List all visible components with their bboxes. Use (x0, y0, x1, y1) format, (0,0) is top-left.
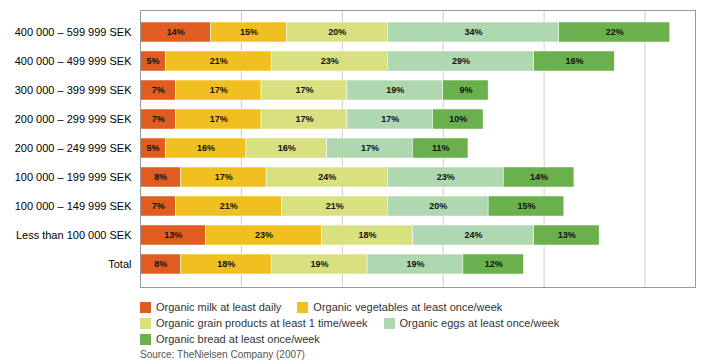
html-text:Organic vegetables at least on: Organic vegetables at least once/week (313, 301, 503, 313)
svg-text:21%: 21% (210, 56, 228, 66)
svg-text:17%: 17% (295, 114, 313, 124)
svg-text:17%: 17% (215, 172, 233, 182)
svg-text:18%: 18% (217, 259, 235, 269)
svg-text:17%: 17% (210, 85, 228, 95)
svg-text:400 000 – 599 999 SEK: 400 000 – 599 999 SEK (15, 26, 132, 38)
svg-text:34%: 34% (464, 27, 482, 37)
svg-text:17%: 17% (295, 85, 313, 95)
svg-text:100 000 – 149 999 SEK: 100 000 – 149 999 SEK (15, 200, 132, 212)
svg-text:15%: 15% (240, 27, 258, 37)
html-text:Organic grain products at leas: Organic grain products at least 1 time/w… (156, 317, 368, 329)
svg-text:17%: 17% (361, 143, 379, 153)
html-text:Organic eggs at least once/wee: Organic eggs at least once/week (399, 317, 560, 329)
svg-text:Less than 100 000 SEK: Less than 100 000 SEK (16, 229, 132, 241)
svg-text:23%: 23% (255, 230, 273, 240)
svg-text:21%: 21% (220, 201, 238, 211)
svg-text:24%: 24% (318, 172, 336, 182)
svg-text:13%: 13% (164, 230, 182, 240)
svg-text:200 000 – 299 999 SEK: 200 000 – 299 999 SEK (15, 113, 132, 125)
svg-text:14%: 14% (167, 27, 185, 37)
html-text:Source: TheNielsen Company (20: Source: TheNielsen Company (2007) (140, 349, 305, 360)
svg-text:19%: 19% (406, 259, 424, 269)
html-text:Organic bread at least once/we: Organic bread at least once/week (156, 333, 320, 345)
svg-text:17%: 17% (381, 114, 399, 124)
svg-text:Total: Total (108, 258, 131, 270)
svg-text:16%: 16% (565, 56, 583, 66)
svg-text:24%: 24% (464, 230, 482, 240)
svg-text:14%: 14% (530, 172, 548, 182)
svg-text:400 000 – 499 999 SEK: 400 000 – 499 999 SEK (15, 55, 132, 67)
svg-text:16%: 16% (278, 143, 296, 153)
svg-text:5%: 5% (147, 143, 160, 153)
svg-text:5%: 5% (147, 56, 160, 66)
svg-text:8%: 8% (154, 259, 167, 269)
html-text:Organic milk at least daily: Organic milk at least daily (156, 301, 282, 313)
svg-text:23%: 23% (437, 172, 455, 182)
svg-text:12%: 12% (485, 259, 503, 269)
svg-text:18%: 18% (359, 230, 377, 240)
svg-text:19%: 19% (386, 85, 404, 95)
svg-text:23%: 23% (321, 56, 339, 66)
svg-text:9%: 9% (459, 85, 472, 95)
svg-text:300 000 – 399 999 SEK: 300 000 – 399 999 SEK (15, 84, 132, 96)
svg-text:29%: 29% (452, 56, 470, 66)
svg-text:7%: 7% (152, 201, 165, 211)
svg-text:17%: 17% (210, 114, 228, 124)
svg-text:15%: 15% (517, 201, 535, 211)
svg-text:16%: 16% (197, 143, 215, 153)
svg-text:100 000 – 199 999 SEK: 100 000 – 199 999 SEK (15, 171, 132, 183)
svg-text:10%: 10% (449, 114, 467, 124)
svg-text:19%: 19% (311, 259, 329, 269)
svg-text:8%: 8% (154, 172, 167, 182)
svg-text:20%: 20% (328, 27, 346, 37)
svg-text:200 000 – 249 999 SEK: 200 000 – 249 999 SEK (15, 142, 132, 154)
svg-text:7%: 7% (152, 85, 165, 95)
svg-text:13%: 13% (558, 230, 576, 240)
svg-text:22%: 22% (606, 27, 624, 37)
svg-text:11%: 11% (432, 143, 450, 153)
svg-text:20%: 20% (429, 201, 447, 211)
svg-text:7%: 7% (152, 114, 165, 124)
svg-text:21%: 21% (326, 201, 344, 211)
